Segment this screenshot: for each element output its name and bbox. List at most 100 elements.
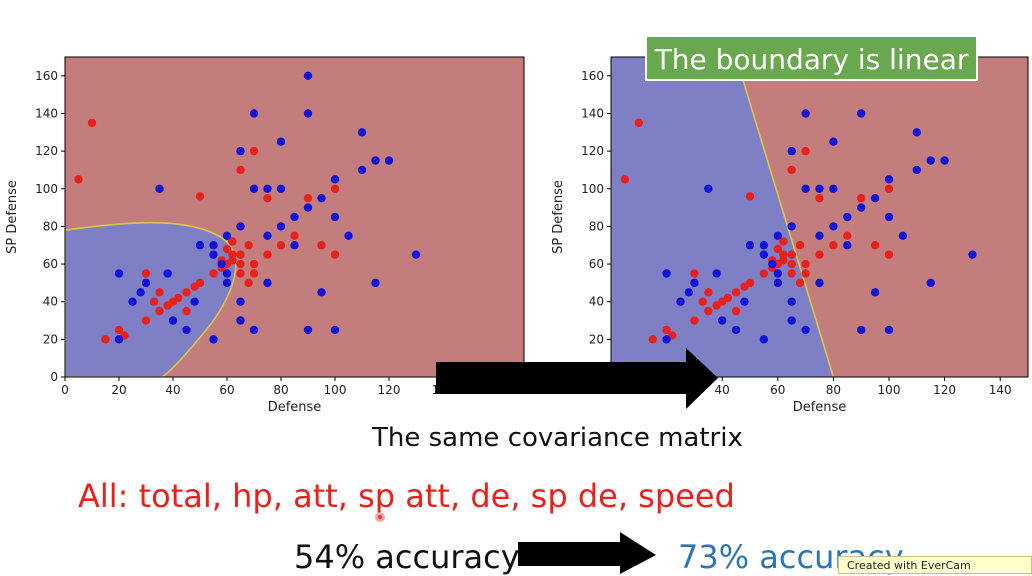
blue-class-point	[155, 184, 164, 193]
red-class-point	[745, 192, 755, 201]
y-axis-label: SP Defense	[5, 180, 20, 254]
red-class-point	[662, 325, 671, 335]
blue-class-point	[870, 288, 880, 297]
red-class-point	[182, 306, 191, 316]
red-class-point	[787, 259, 796, 269]
red-class-point	[801, 146, 810, 156]
blue-class-point	[857, 109, 866, 118]
red-class-point	[731, 306, 741, 316]
blue-class-point	[249, 184, 259, 193]
accuracy-before-label: 54% accuracy	[294, 538, 520, 576]
red-class-point	[815, 250, 824, 259]
blue-class-point	[276, 137, 286, 146]
blue-class-point	[787, 316, 796, 325]
red-class-point	[843, 231, 852, 241]
red-class-point	[648, 335, 657, 344]
blue-class-point	[249, 109, 259, 118]
red-class-point	[330, 184, 340, 193]
blue-class-point	[317, 288, 326, 297]
y-tick-label: 60	[589, 257, 604, 271]
decision-boundary-line	[735, 57, 835, 377]
red-class-point	[303, 193, 313, 203]
y-tick-label: 120	[581, 144, 604, 158]
blue-class-point	[704, 184, 713, 193]
blue-class-point	[662, 269, 671, 278]
plot-frame	[64, 56, 525, 378]
red-class-point	[779, 237, 788, 246]
blue-class-point	[371, 156, 380, 165]
blue-class-point	[712, 269, 721, 278]
red-class-point	[745, 278, 755, 288]
red-class-point	[182, 288, 191, 297]
blue-class-point	[676, 297, 685, 306]
red-class-point	[149, 297, 159, 306]
x-tick-label: 0	[61, 383, 69, 397]
y-tick-label: 0	[50, 370, 58, 384]
red-class-point	[779, 250, 788, 259]
big-arrow-icon	[436, 348, 718, 409]
red-class-point	[249, 259, 259, 269]
blue-class-point	[815, 184, 824, 193]
red-class-point	[87, 118, 97, 128]
red-class-point	[209, 269, 218, 278]
red-class-point	[155, 306, 164, 316]
blue-class-point	[222, 231, 232, 241]
blue-class-point	[843, 212, 852, 222]
blue-class-point	[768, 259, 777, 269]
blue-class-point	[236, 316, 245, 325]
blue-class-point	[759, 335, 769, 344]
red-class-point	[704, 306, 713, 316]
blue-class-point	[344, 231, 353, 241]
blue-class-point	[371, 278, 380, 288]
blue-class-point	[357, 165, 367, 175]
accuracy-arrow-icon	[518, 532, 656, 574]
red-class-point	[690, 269, 699, 278]
x-tick-label: 60	[770, 383, 785, 397]
y-tick-label: 20	[589, 332, 604, 346]
mouse-cursor-icon	[375, 512, 385, 522]
blue-class-point	[303, 203, 313, 212]
red-class-point	[870, 241, 880, 250]
blue-class-point	[684, 288, 694, 297]
red-class-point	[787, 250, 796, 259]
chart-right-linear: 020406080100120140020406080100120140160D…	[551, 56, 1029, 415]
red-class-point	[698, 297, 707, 306]
blue-class-point	[290, 241, 299, 250]
blue-class-point	[912, 128, 921, 137]
blue-class-point	[731, 325, 741, 335]
blue-class-point	[136, 288, 145, 297]
blue-class-point	[801, 184, 810, 193]
blue-class-point	[222, 278, 232, 288]
red-class-point	[801, 269, 810, 278]
red-class-point	[634, 118, 643, 128]
x-axis-label: Defense	[793, 400, 847, 415]
y-tick-label: 80	[43, 219, 58, 233]
red-class-point	[884, 250, 894, 259]
blue-class-point	[690, 278, 699, 288]
blue-class-point	[195, 241, 205, 250]
blue-class-point	[801, 109, 810, 118]
feature-list-caption: All: total, hp, att, sp att, de, sp de, …	[78, 477, 735, 515]
red-class-point	[244, 278, 253, 288]
blue-class-point	[829, 222, 838, 231]
y-axis-label: SP Defense	[551, 180, 566, 254]
red-class-point	[236, 259, 245, 269]
x-tick-label: 20	[111, 383, 126, 397]
blue-class-point	[303, 325, 313, 335]
blue-class-point	[759, 250, 769, 259]
blue-class-point	[357, 128, 367, 137]
red-class-point	[276, 241, 286, 250]
blue-class-point	[411, 250, 421, 259]
blue-class-point	[236, 222, 245, 231]
blue-class-point	[759, 241, 769, 250]
blue-class-point	[815, 278, 824, 288]
blue-class-point	[745, 241, 755, 250]
blue-class-point	[884, 212, 894, 222]
blue-class-point	[236, 297, 245, 306]
red-class-point	[263, 193, 272, 203]
red-class-point	[236, 250, 245, 259]
red-class-point	[236, 165, 245, 175]
y-tick-label: 80	[589, 219, 604, 233]
y-tick-label: 140	[581, 106, 604, 120]
blue-class-point	[801, 325, 810, 335]
